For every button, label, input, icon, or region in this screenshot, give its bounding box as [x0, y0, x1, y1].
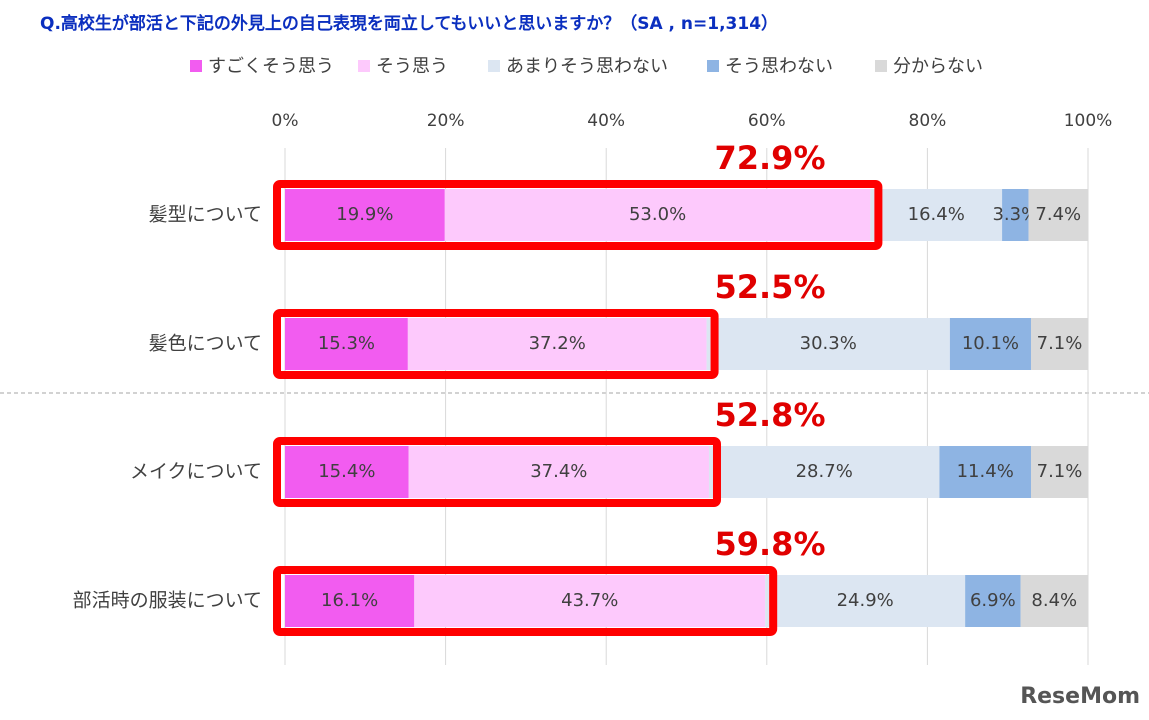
value-label: 8.4% [1031, 590, 1077, 611]
highlight-box [273, 309, 719, 379]
chart-title: Q.高校生が部活と下記の外見上の自己表現を両立してもいいと思いますか？（SA ,… [40, 13, 778, 34]
highlight-box [273, 437, 721, 507]
legend-swatch [190, 60, 202, 72]
value-label: 19.9% [336, 204, 393, 225]
annotation: 52.5% [714, 268, 825, 306]
bar-segment [407, 318, 707, 370]
value-label: 37.4% [530, 461, 587, 482]
legend-label: 分からない [893, 56, 983, 77]
bar-segment [870, 189, 1003, 241]
bar-segment [408, 446, 709, 498]
bar-segment [1028, 189, 1088, 241]
y-tick-label: メイクについて [130, 461, 262, 483]
bar-segment [285, 575, 415, 627]
legend-label: すごくそう思う [208, 56, 334, 77]
bar-segment [444, 189, 871, 241]
highlight-box [273, 180, 883, 250]
bar-segment [939, 446, 1031, 498]
value-label: 30.3% [800, 333, 857, 354]
value-label: 43.7% [561, 590, 618, 611]
x-tick-label: 20% [427, 111, 465, 131]
value-label: 16.1% [321, 590, 378, 611]
watermark: ReseMom [1020, 684, 1140, 709]
value-label: 53.0% [629, 204, 686, 225]
legend-label: そう思う [376, 56, 448, 77]
bar-segment [949, 318, 1031, 370]
value-label: 28.7% [796, 461, 853, 482]
value-label: 3.3% [992, 204, 1038, 225]
bar-segment [1030, 318, 1088, 370]
bar-segment [965, 575, 1021, 627]
y-tick-label: 髪型について [149, 204, 262, 226]
bar-segment [285, 189, 445, 241]
value-label: 10.1% [962, 333, 1019, 354]
y-tick-label: 部活時の服装について [73, 590, 262, 612]
legend-swatch [488, 60, 500, 72]
value-label: 15.4% [318, 461, 375, 482]
legend-label: そう思わない [725, 56, 833, 77]
value-label: 24.9% [837, 590, 894, 611]
x-tick-label: 60% [748, 111, 786, 131]
legend-swatch [358, 60, 370, 72]
value-label: 37.2% [529, 333, 586, 354]
bar-segment [706, 318, 950, 370]
value-label: 7.1% [1037, 333, 1083, 354]
value-label: 11.4% [957, 461, 1014, 482]
bar-segment [414, 575, 766, 627]
y-tick-label: 髪色について [149, 333, 262, 355]
value-label: 7.1% [1037, 461, 1083, 482]
highlight-box [273, 566, 778, 636]
bar-segment [1020, 575, 1088, 627]
legend-label: あまりそう思わない [506, 56, 668, 77]
bar-segment [708, 446, 940, 498]
x-tick-label: 0% [272, 111, 299, 131]
bar-segment [1002, 189, 1029, 241]
value-label: 15.3% [318, 333, 375, 354]
x-tick-label: 100% [1064, 111, 1113, 131]
annotation: 72.9% [714, 139, 825, 177]
value-label: 6.9% [970, 590, 1016, 611]
x-tick-label: 80% [909, 111, 947, 131]
bar-segment [285, 318, 408, 370]
x-tick-label: 40% [587, 111, 625, 131]
value-label: 16.4% [908, 204, 965, 225]
legend-swatch [707, 60, 719, 72]
bar-segment [285, 446, 409, 498]
legend-swatch [875, 60, 887, 72]
bar-segment [1030, 446, 1088, 498]
annotation: 52.8% [714, 396, 825, 434]
value-label: 7.4% [1035, 204, 1081, 225]
bar-segment [765, 575, 966, 627]
annotation: 59.8% [714, 525, 825, 563]
